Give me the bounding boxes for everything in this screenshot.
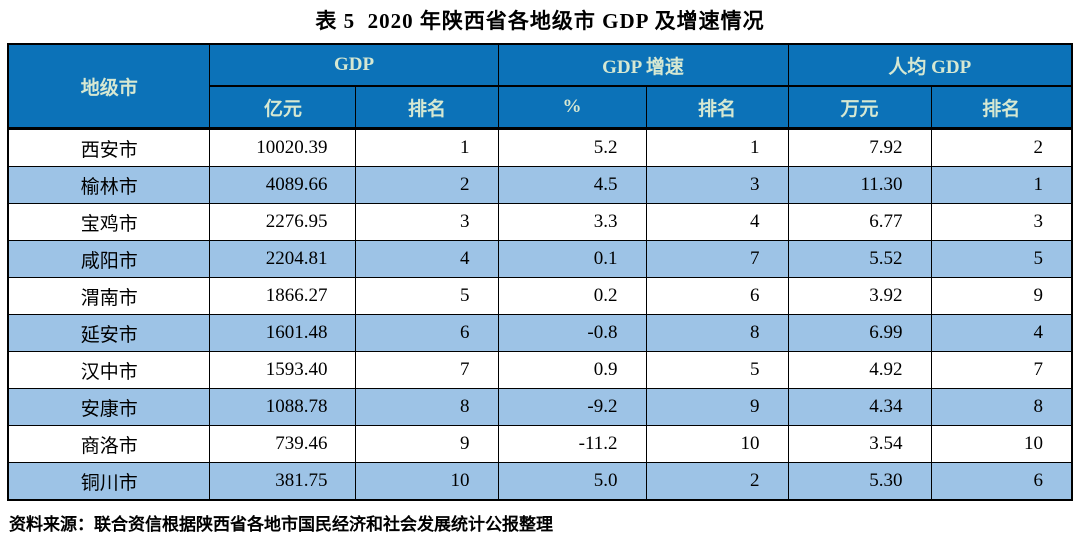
cell-per-capita: 4.34	[787, 388, 932, 426]
table-row: 渭南市 1866.27 5 0.2 6 3.92 9	[7, 277, 1073, 315]
cell-growth: -11.2	[497, 425, 647, 463]
cell-growth: 4.5	[497, 166, 647, 204]
cell-gdp-rank: 6	[355, 314, 499, 352]
cell-per-capita-rank: 4	[930, 314, 1073, 352]
cell-per-capita: 7.92	[787, 128, 932, 167]
cell-gdp: 381.75	[209, 462, 357, 501]
cell-growth-rank: 9	[645, 388, 789, 426]
cell-city: 宝鸡市	[7, 203, 211, 241]
cell-gdp-rank: 2	[355, 166, 499, 204]
table-row: 延安市 1601.48 6 -0.8 8 6.99 4	[7, 314, 1073, 352]
header-gdp-group: GDP	[209, 43, 499, 87]
header-city: 地级市	[7, 43, 211, 130]
cell-per-capita-rank: 6	[930, 462, 1073, 501]
cell-city: 安康市	[7, 388, 211, 426]
cell-gdp-rank: 10	[355, 462, 499, 501]
cell-gdp: 2204.81	[209, 240, 357, 278]
table-row: 宝鸡市 2276.95 3 3.3 4 6.77 3	[7, 203, 1073, 241]
header-per-capita-rank: 排名	[930, 85, 1073, 130]
cell-per-capita: 5.52	[787, 240, 932, 278]
header-per-capita-unit: 万元	[787, 85, 932, 130]
cell-per-capita-rank: 1	[930, 166, 1073, 204]
cell-growth-rank: 7	[645, 240, 789, 278]
cell-growth: 0.2	[497, 277, 647, 315]
cell-per-capita-rank: 10	[930, 425, 1073, 463]
cell-gdp-rank: 1	[355, 128, 499, 167]
header-growth-rank: 排名	[645, 85, 789, 130]
cell-growth-rank: 4	[645, 203, 789, 241]
cell-gdp: 4089.66	[209, 166, 357, 204]
cell-growth: -0.8	[497, 314, 647, 352]
cell-gdp-rank: 7	[355, 351, 499, 389]
cell-per-capita: 6.99	[787, 314, 932, 352]
cell-gdp: 2276.95	[209, 203, 357, 241]
header-per-capita-group: 人均 GDP	[787, 43, 1073, 87]
cell-gdp: 739.46	[209, 425, 357, 463]
cell-per-capita: 11.30	[787, 166, 932, 204]
source-note: 资料来源：联合资信根据陕西省各地市国民经济和社会发展统计公报整理	[9, 515, 553, 534]
cell-gdp-rank: 8	[355, 388, 499, 426]
header-growth-group: GDP 增速	[497, 43, 789, 87]
cell-per-capita: 3.54	[787, 425, 932, 463]
table-header: 地级市 GDP GDP 增速 人均 GDP 亿元 排名 % 排名 万元 排名	[7, 43, 1073, 130]
gdp-table: 地级市 GDP GDP 增速 人均 GDP 亿元 排名 % 排名 万元 排名 西…	[6, 43, 1074, 501]
cell-per-capita-rank: 9	[930, 277, 1073, 315]
cell-city: 延安市	[7, 314, 211, 352]
cell-growth: 0.9	[497, 351, 647, 389]
cell-per-capita-rank: 3	[930, 203, 1073, 241]
table-body: 西安市 10020.39 1 5.2 1 7.92 2 榆林市 4089.66 2 4.5 3 11.3…	[7, 128, 1073, 501]
cell-per-capita-rank: 5	[930, 240, 1073, 278]
cell-growth-rank: 10	[645, 425, 789, 463]
cell-city: 铜川市	[7, 462, 211, 501]
header-group-row: 地级市 GDP GDP 增速 人均 GDP	[7, 43, 1073, 130]
cell-growth: 5.0	[497, 462, 647, 501]
table-row: 西安市 10020.39 1 5.2 1 7.92 2	[7, 128, 1073, 167]
cell-per-capita: 4.92	[787, 351, 932, 389]
cell-growth: 5.2	[497, 128, 647, 167]
table-row: 商洛市 739.46 9 -11.2 10 3.54 10	[7, 425, 1073, 463]
cell-gdp-rank: 4	[355, 240, 499, 278]
cell-growth-rank: 6	[645, 277, 789, 315]
cell-city: 汉中市	[7, 351, 211, 389]
cell-per-capita: 6.77	[787, 203, 932, 241]
table-row: 榆林市 4089.66 2 4.5 3 11.30 1	[7, 166, 1073, 204]
cell-city: 咸阳市	[7, 240, 211, 278]
cell-gdp: 10020.39	[209, 128, 357, 167]
cell-growth-rank: 8	[645, 314, 789, 352]
cell-per-capita-rank: 2	[930, 128, 1073, 167]
table-row: 汉中市 1593.40 7 0.9 5 4.92 7	[7, 351, 1073, 389]
cell-growth-rank: 1	[645, 128, 789, 167]
cell-gdp: 1866.27	[209, 277, 357, 315]
header-gdp-rank: 排名	[355, 85, 499, 130]
cell-city: 榆林市	[7, 166, 211, 204]
table-row: 咸阳市 2204.81 4 0.1 7 5.52 5	[7, 240, 1073, 278]
cell-per-capita: 5.30	[787, 462, 932, 501]
cell-per-capita: 3.92	[787, 277, 932, 315]
table-row: 安康市 1088.78 8 -9.2 9 4.34 8	[7, 388, 1073, 426]
cell-per-capita-rank: 8	[930, 388, 1073, 426]
cell-growth-rank: 3	[645, 166, 789, 204]
table-title: 表 5 2020 年陕西省各地级市 GDP 及增速情况	[315, 9, 765, 33]
cell-gdp-rank: 3	[355, 203, 499, 241]
table-row: 铜川市 381.75 10 5.0 2 5.30 6	[7, 462, 1073, 501]
cell-per-capita-rank: 7	[930, 351, 1073, 389]
cell-growth-rank: 2	[645, 462, 789, 501]
header-gdp-unit: 亿元	[209, 85, 357, 130]
cell-gdp: 1593.40	[209, 351, 357, 389]
cell-city: 西安市	[7, 128, 211, 167]
cell-growth: 3.3	[497, 203, 647, 241]
cell-gdp-rank: 9	[355, 425, 499, 463]
cell-gdp: 1601.48	[209, 314, 357, 352]
cell-gdp: 1088.78	[209, 388, 357, 426]
cell-city: 渭南市	[7, 277, 211, 315]
cell-growth-rank: 5	[645, 351, 789, 389]
cell-growth: -9.2	[497, 388, 647, 426]
cell-city: 商洛市	[7, 425, 211, 463]
header-growth-unit: %	[497, 85, 647, 130]
header-unit-row: 亿元 排名 % 排名 万元 排名	[8, 85, 1073, 130]
cell-gdp-rank: 5	[355, 277, 499, 315]
cell-growth: 0.1	[497, 240, 647, 278]
